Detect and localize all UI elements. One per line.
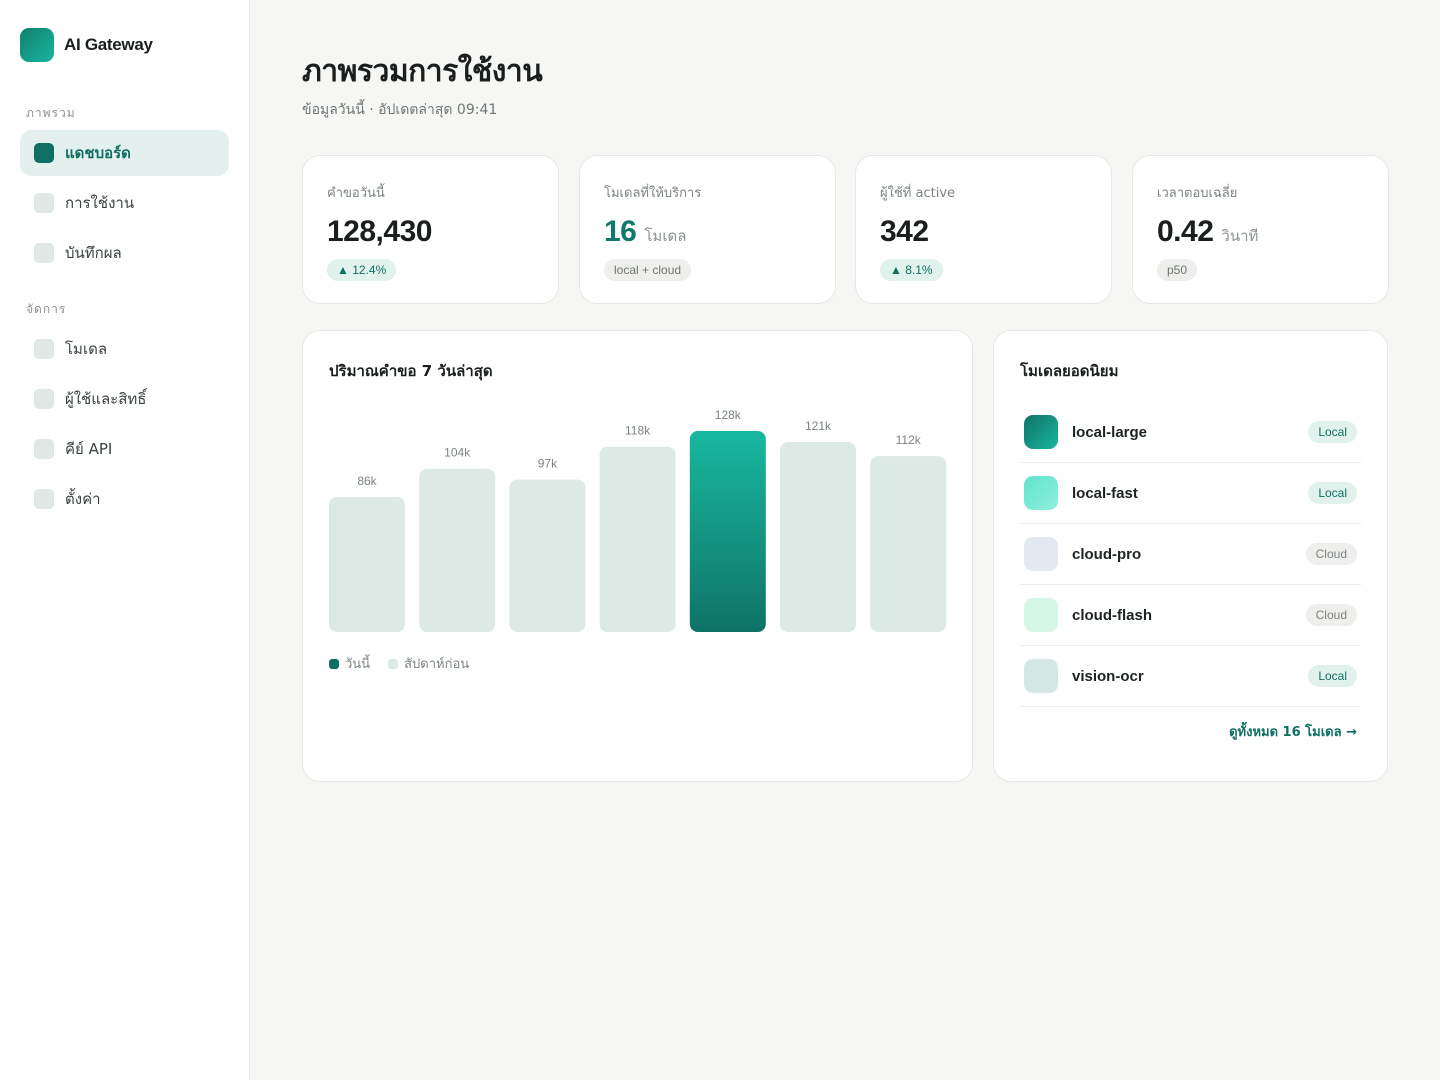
brand[interactable]: AI Gateway [20, 28, 153, 62]
bar-value-label-5: 121k [805, 419, 832, 433]
top-models-title: โมเดลยอดนิยม [1020, 362, 1119, 380]
model-type-badge: Cloud [1305, 543, 1357, 565]
page-title: ภาพรวมการใช้งาน [302, 54, 543, 89]
stat-card-latency: เวลาตอบเฉลี่ย 0.42 วินาที p50 [1132, 155, 1389, 304]
chart-legend: วันนี้ สัปดาห์ก่อน [329, 653, 487, 674]
bar-value-label-0: 86k [357, 474, 377, 488]
model-row-local-fast[interactable]: local-fast Local [1020, 463, 1361, 524]
sidebar-item-label: ผู้ใช้และสิทธิ์ [65, 390, 147, 408]
model-icon [1024, 537, 1058, 571]
stat-unit: โมเดล [644, 227, 687, 245]
nav-section-manage: จัดการ [26, 302, 67, 316]
bar-value-label-4: 128k [715, 408, 742, 422]
stat-label: คำขอวันนี้ [327, 186, 385, 201]
model-icon [1024, 659, 1058, 693]
stat-card-active-users: ผู้ใช้ที่ active 342 ▲ 8.1% [855, 155, 1112, 304]
model-row-local-large[interactable]: local-large Local [1020, 402, 1361, 463]
bar-0[interactable] [329, 496, 405, 632]
brand-logo-icon [20, 28, 54, 62]
model-name: vision-ocr [1072, 667, 1144, 685]
legend-label: สัปดาห์ก่อน [404, 657, 470, 672]
bar-3[interactable] [599, 446, 676, 632]
model-name: local-fast [1072, 484, 1138, 502]
sidebar-item-dashboard[interactable]: แดชบอร์ด [20, 130, 229, 176]
stat-value: 16 [604, 215, 637, 248]
bar-6[interactable] [870, 456, 947, 632]
bar-1[interactable] [419, 468, 496, 632]
model-type-badge: Local [1308, 482, 1357, 504]
sidebar-item-logs[interactable]: บันทึกผล [20, 230, 229, 276]
stat-value: 342 [880, 215, 929, 248]
bar-value-label-3: 118k [625, 424, 651, 438]
sidebar-item-label: คีย์ API [65, 440, 113, 458]
view-all-models-link[interactable]: ดูทั้งหมด 16 โมเดล → [1229, 725, 1357, 740]
legend-swatch [388, 658, 399, 669]
nav-section-overview: ภาพรวม [26, 106, 76, 120]
sidebar-item-label: แดชบอร์ด [65, 144, 131, 162]
sidebar-item-usage[interactable]: การใช้งาน [20, 180, 229, 226]
model-row-cloud-pro[interactable]: cloud-pro Cloud [1020, 524, 1361, 585]
stat-value: 0.42 [1157, 215, 1214, 248]
stat-badge: local + cloud [604, 259, 692, 281]
requests-bar-chart: 86k 104k 97k 118k 128k 121k 112k [329, 408, 947, 632]
bar-value-label-2: 97k [538, 457, 558, 471]
model-name: local-large [1072, 423, 1148, 441]
model-icon [1024, 476, 1058, 510]
stat-label: เวลาตอบเฉลี่ย [1157, 186, 1238, 201]
stat-label: โมเดลที่ให้บริการ [604, 186, 702, 201]
legend-swatch [329, 658, 339, 669]
users-icon [34, 389, 54, 409]
legend-label: วันนี้ [345, 657, 371, 672]
bar-2[interactable] [509, 479, 586, 632]
bar-value-label-1: 104k [444, 446, 471, 460]
stat-badge: p50 [1157, 259, 1198, 281]
sidebar-item-api-keys[interactable]: คีย์ API [20, 426, 229, 472]
stat-card-models: โมเดลที่ให้บริการ 16 โมเดล local + cloud [579, 155, 836, 304]
bar-5[interactable] [780, 441, 856, 632]
bar-value-label-6: 112k [896, 433, 922, 447]
key-icon [34, 439, 54, 459]
page-subtitle: ข้อมูลวันนี้ · อัปเดตล่าสุด 09:41 [302, 102, 498, 118]
legend-item-today: วันนี้ [329, 653, 370, 674]
sidebar-item-label: ตั้งค่า [65, 490, 101, 508]
model-icon [1024, 415, 1058, 449]
stat-label: ผู้ใช้ที่ active [880, 186, 956, 201]
sidebar-item-settings[interactable]: ตั้งค่า [20, 476, 229, 522]
sidebar-item-models[interactable]: โมเดล [20, 326, 229, 372]
model-name: cloud-pro [1072, 545, 1142, 563]
sidebar: AI Gateway ภาพรวม แดชบอร์ด การใช้งาน บัน… [0, 0, 250, 1080]
legend-item-last-week: สัปดาห์ก่อน [388, 653, 469, 674]
top-models-panel: โมเดลยอดนิยม local-large Local local-fas… [993, 330, 1388, 782]
model-type-badge: Cloud [1305, 604, 1357, 626]
stat-change-badge: ▲ 8.1% [880, 259, 943, 281]
model-row-cloud-flash[interactable]: cloud-flash Cloud [1020, 585, 1361, 646]
sidebar-item-label: บันทึกผล [65, 244, 122, 262]
chart-title: ปริมาณคำขอ 7 วันล่าสุด [329, 362, 493, 380]
usage-icon [34, 193, 54, 213]
logs-icon [34, 243, 54, 263]
sidebar-item-users[interactable]: ผู้ใช้และสิทธิ์ [20, 376, 229, 422]
sidebar-item-label: โมเดล [65, 340, 108, 358]
bar-4[interactable] [689, 431, 766, 632]
dashboard-icon [34, 143, 54, 163]
stat-value: 128,430 [327, 215, 432, 248]
stat-card-requests: คำขอวันนี้ 128,430 ▲ 12.4% [302, 155, 559, 304]
chart-panel: ปริมาณคำขอ 7 วันล่าสุด 86k 104k 97k 118k 128… [302, 330, 973, 782]
stat-unit: วินาที [1221, 227, 1259, 245]
models-icon [34, 339, 54, 359]
model-row-vision-ocr[interactable]: vision-ocr Local [1020, 646, 1361, 707]
model-name: cloud-flash [1072, 606, 1153, 624]
model-type-badge: Local [1308, 421, 1357, 443]
model-icon [1024, 598, 1058, 632]
model-type-badge: Local [1308, 665, 1357, 687]
brand-name: AI Gateway [64, 35, 153, 54]
stat-change-badge: ▲ 12.4% [327, 259, 397, 281]
settings-icon [34, 489, 54, 509]
sidebar-item-label: การใช้งาน [65, 194, 135, 212]
